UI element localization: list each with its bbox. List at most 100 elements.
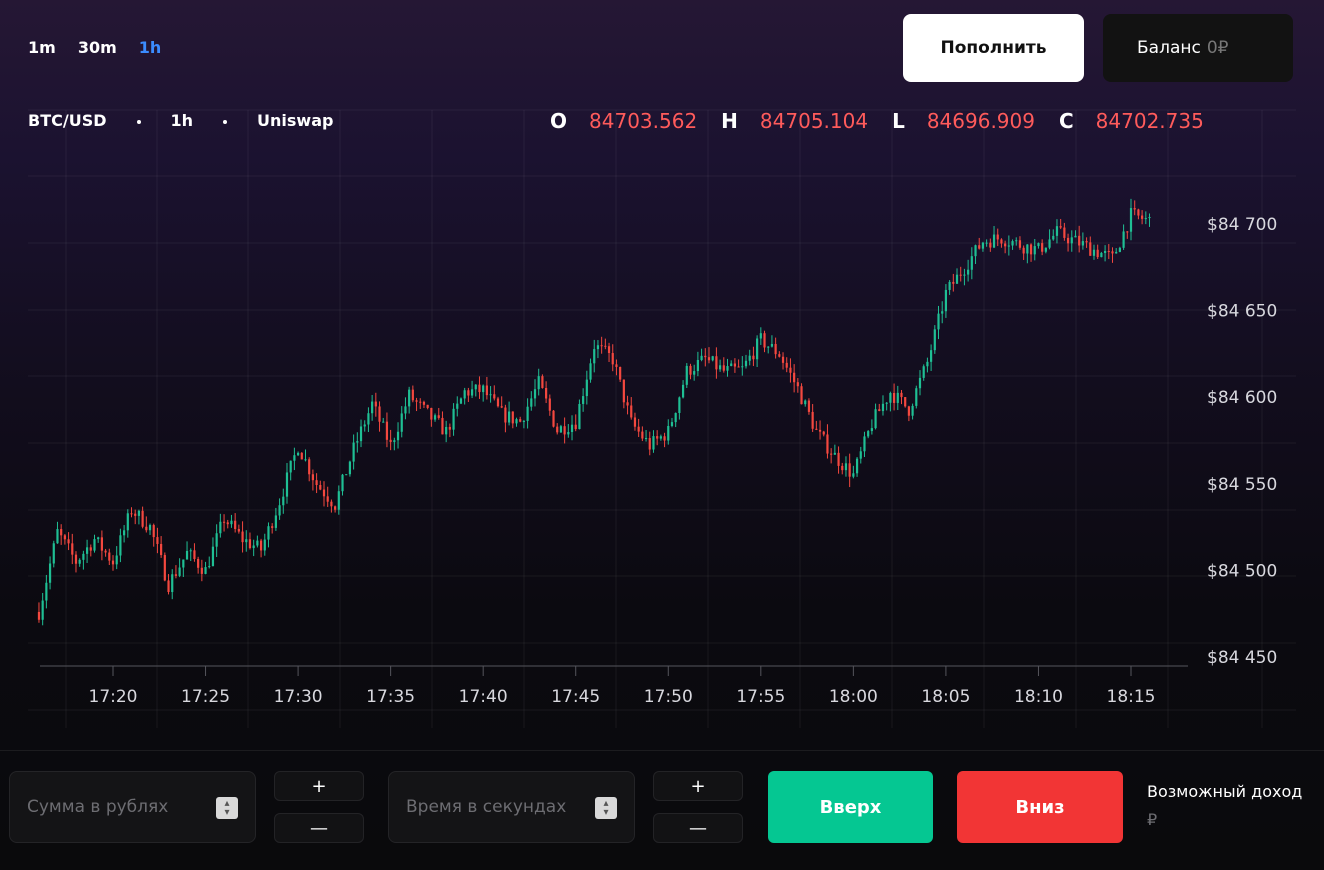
candle-up [408,389,411,407]
candle-up [833,452,836,455]
timeframe-1h[interactable]: 1h [138,38,162,57]
x-tick-label: 17:25 [181,687,230,707]
timeframe-selector: 1m 30m 1h [28,38,161,57]
candle-down [134,513,137,516]
candle-down [222,521,226,523]
x-tick-label: 18:10 [1014,687,1063,707]
candle-up [1026,244,1029,254]
amount-plus-button[interactable]: + [274,771,364,801]
candle-up [881,403,885,412]
candle-up [285,472,289,497]
candle-up [363,424,366,427]
candle-up [1048,239,1051,248]
up-button[interactable]: Вверх [768,771,933,843]
candle-up [726,366,729,371]
time-minus-button[interactable]: — [653,813,743,843]
candle-up [263,539,266,551]
timeframe-30m[interactable]: 30m [77,38,117,57]
x-tick-label: 17:45 [551,687,600,707]
candle-up [981,242,985,249]
candle-up [1115,251,1118,254]
candle-down [1096,249,1099,258]
candle-up [596,345,600,350]
candle-down [848,463,851,477]
candle-down [426,404,429,408]
candle-up [382,421,385,423]
candle-down [1078,235,1081,246]
candle-up [482,385,485,393]
candle-up [974,245,977,257]
candlestick-series [37,198,1151,626]
candle-down [493,394,496,399]
candle-down [319,485,322,490]
possible-income: Возможный доход ₽ [1147,782,1302,829]
candle-down [811,411,814,429]
x-tick-label: 17:50 [644,687,693,707]
candle-down [604,345,607,347]
candle-down [108,552,111,561]
candle-up [896,392,899,403]
amount-minus-button[interactable]: — [274,813,364,843]
candle-up [537,376,540,390]
candle-down [430,407,433,420]
deposit-button[interactable]: Пополнить [903,14,1084,82]
candle-down [1126,231,1129,233]
candle-up [863,436,866,452]
candle-up [452,408,455,430]
candle-down [448,426,451,430]
candle-up [97,537,100,540]
time-plus-button[interactable]: + [653,771,743,801]
amount-input[interactable]: Сумма в рублях ▴ ▾ [9,771,256,843]
candle-up [1033,246,1036,255]
candle-down [615,364,618,367]
pair-label: BTC/USD [28,111,107,130]
candle-down [1063,227,1066,238]
y-tick-label: $84 450 [1207,648,1277,668]
candle-down [545,387,548,399]
separator-dot [136,120,141,124]
candle-down [311,474,314,481]
candle-up [1103,250,1107,253]
candle-up [41,600,44,620]
candle-up [126,513,129,531]
ohlc-readout: O 84703.562 H 84705.104 L 84696.909 C 84… [550,109,1228,133]
balance-display[interactable]: Баланс 0₽ [1103,14,1293,82]
candle-up [208,566,211,568]
candle-up [274,515,277,528]
candle-up [137,510,141,516]
candle-up [115,555,118,565]
amount-spinner-icon[interactable]: ▴ ▾ [216,797,238,819]
candle-up [748,355,751,361]
candle-up [1037,243,1040,247]
time-spinner-icon[interactable]: ▴ ▾ [595,797,617,819]
interval-label: 1h [170,111,194,130]
candle-down [633,417,637,427]
y-tick-label: $84 550 [1207,475,1277,495]
candle-down [248,539,252,549]
close-value: 84702.735 [1095,109,1204,133]
x-tick-label: 17:20 [89,687,138,707]
candle-up [593,349,596,364]
timeframe-1m[interactable]: 1m [28,38,56,57]
candle-up [915,388,918,406]
candle-up [922,366,925,378]
candle-up [282,496,285,506]
down-button[interactable]: Вниз [957,771,1123,843]
candle-down [259,540,263,551]
candle-up [245,539,248,543]
candle-down [478,384,481,393]
candle-up [652,436,655,450]
candle-down [385,421,389,440]
candle-up [230,520,233,525]
candle-down [619,366,622,380]
y-tick-label: $84 650 [1207,302,1277,322]
time-input[interactable]: Время в секундах ▴ ▾ [388,771,635,843]
candle-up [189,550,192,552]
candle-down [1004,243,1007,247]
candle-up [393,440,396,442]
price-chart[interactable]: 17:20 17:25 17:30 17:35 17:40 17:45 17:50 17:55… [0,0,1324,750]
candle-down [71,543,74,555]
candle-up [459,398,463,404]
candle-down [641,431,644,439]
candle-down [796,382,799,387]
